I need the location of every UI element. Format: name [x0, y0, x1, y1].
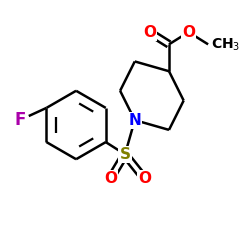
Text: O: O: [138, 171, 151, 186]
Text: O: O: [182, 24, 195, 40]
Text: CH$_3$: CH$_3$: [210, 36, 240, 52]
Text: O: O: [104, 171, 117, 186]
Text: N: N: [128, 112, 141, 128]
Text: F: F: [14, 111, 26, 129]
Text: S: S: [120, 147, 130, 162]
Text: O: O: [143, 24, 156, 40]
